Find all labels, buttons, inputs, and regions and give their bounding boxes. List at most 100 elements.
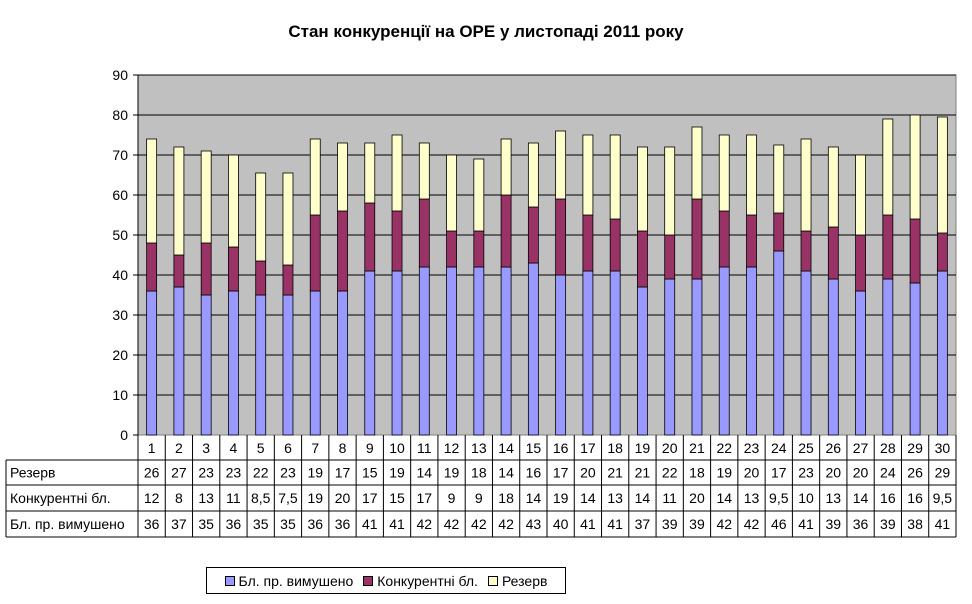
- table-cell-series-1-cat-8: 20: [335, 490, 351, 506]
- category-label-12: 12: [444, 440, 460, 456]
- table-cell-series-2-cat-11: 14: [417, 465, 433, 481]
- table-cell-series-0-cat-22: 42: [716, 516, 732, 532]
- y-tick-label-2: 20: [112, 347, 128, 363]
- table-cell-series-1-cat-12: 9: [448, 490, 456, 506]
- table-cell-series-1-cat-14: 18: [498, 490, 514, 506]
- bar-series-0-cat-29: [909, 282, 921, 436]
- table-cell-series-0-cat-10: 41: [389, 516, 405, 532]
- bar-series-2-cat-23: [746, 134, 757, 216]
- table-cell-series-0-cat-16: 40: [553, 516, 569, 532]
- category-label-4: 4: [230, 440, 238, 456]
- category-label-11: 11: [417, 440, 432, 456]
- category-label-21: 21: [689, 440, 705, 456]
- table-cell-series-0-cat-7: 36: [307, 516, 323, 532]
- bar-series-2-cat-30: [936, 116, 948, 234]
- table-cell-series-0-cat-8: 36: [335, 516, 351, 532]
- bar-series-2-cat-21: [691, 126, 703, 200]
- bar-series-2-cat-26: [827, 146, 839, 228]
- bar-series-2-cat-14: [500, 138, 512, 196]
- table-cell-series-1-cat-4: 11: [226, 490, 241, 506]
- table-cell-series-1-cat-17: 14: [580, 490, 596, 506]
- y-tick-label-5: 50: [112, 227, 128, 243]
- bar-series-0-cat-5: [255, 294, 267, 436]
- table-cell-series-2-cat-19: 21: [635, 465, 651, 481]
- table-cell-series-0-cat-14: 42: [498, 516, 514, 532]
- table-cell-series-1-cat-6: 7,5: [278, 490, 298, 506]
- bar-series-1-cat-15: [527, 206, 539, 264]
- y-tick-label-4: 40: [112, 267, 128, 283]
- bar-series-0-cat-25: [800, 270, 812, 436]
- bar-series-1-cat-10: [391, 210, 403, 272]
- table-cell-series-2-cat-16: 17: [553, 465, 569, 481]
- category-label-24: 24: [771, 440, 787, 456]
- table-cell-series-2-cat-6: 23: [280, 465, 296, 481]
- table-cell-series-2-cat-22: 19: [716, 465, 732, 481]
- bar-series-1-cat-24: [773, 212, 785, 252]
- bar-series-2-cat-10: [391, 134, 403, 212]
- bar-series-0-cat-10: [391, 270, 403, 436]
- table-cell-series-1-cat-16: 19: [553, 490, 569, 506]
- y-tick-label-8: 80: [112, 107, 128, 123]
- bar-series-1-cat-12: [446, 230, 457, 268]
- bar-series-1-cat-13: [473, 230, 485, 268]
- bar-series-1-cat-2: [173, 254, 185, 288]
- table-cell-series-0-cat-19: 37: [635, 516, 651, 532]
- table-cell-series-0-cat-27: 36: [853, 516, 869, 532]
- table-cell-series-1-cat-18: 13: [607, 490, 623, 506]
- bar-series-2-cat-16: [555, 130, 567, 200]
- bar-series-0-cat-16: [555, 274, 567, 436]
- y-tick-label-7: 70: [112, 147, 128, 163]
- category-label-8: 8: [339, 440, 347, 456]
- table-cell-series-2-cat-14: 14: [498, 465, 514, 481]
- bar-series-0-cat-9: [364, 270, 376, 436]
- bar-series-1-cat-28: [882, 214, 894, 280]
- bar-series-0-cat-28: [882, 278, 894, 436]
- table-cell-series-2-cat-9: 15: [362, 465, 378, 481]
- bar-series-1-cat-6: [282, 264, 294, 296]
- table-cell-series-1-cat-25: 10: [798, 490, 814, 506]
- table-cell-series-1-cat-9: 17: [362, 490, 378, 506]
- table-cell-series-2-cat-20: 22: [662, 465, 678, 481]
- table-cell-series-2-cat-23: 20: [744, 465, 760, 481]
- category-label-5: 5: [257, 440, 265, 456]
- bar-series-1-cat-9: [364, 202, 376, 272]
- category-label-18: 18: [607, 440, 623, 456]
- table-cell-series-0-cat-9: 41: [362, 516, 378, 532]
- table-cell-series-0-cat-25: 41: [798, 516, 814, 532]
- legend-label-series-1: Конкурентні бл.: [377, 572, 478, 589]
- category-label-28: 28: [880, 440, 896, 456]
- bar-series-1-cat-4: [228, 246, 239, 292]
- table-cell-series-2-cat-17: 20: [580, 465, 596, 481]
- table-cell-series-1-cat-24: 9,5: [769, 490, 789, 506]
- bar-series-2-cat-7: [309, 138, 321, 216]
- table-cell-series-0-cat-29: 38: [907, 516, 923, 532]
- y-tick-label-9: 90: [112, 67, 128, 83]
- table-cell-series-1-cat-19: 14: [635, 490, 651, 506]
- bar-series-2-cat-8: [337, 142, 348, 212]
- y-tick-label-6: 60: [112, 187, 128, 203]
- table-cell-series-1-cat-5: 8,5: [251, 490, 271, 506]
- table-cell-series-1-cat-10: 15: [389, 490, 405, 506]
- legend-item-series-0: Бл. пр. вимушено: [224, 572, 354, 589]
- bar-series-2-cat-9: [364, 142, 376, 204]
- y-tick-label-1: 10: [112, 387, 128, 403]
- y-tick-label-0: 0: [120, 427, 128, 443]
- bar-series-1-cat-14: [500, 194, 512, 268]
- table-cell-series-0-cat-18: 41: [607, 516, 623, 532]
- legend-swatch-series-2: [487, 575, 498, 586]
- bar-series-2-cat-4: [228, 154, 239, 248]
- bar-series-1-cat-8: [337, 210, 348, 292]
- bar-series-0-cat-8: [337, 290, 348, 436]
- bar-series-2-cat-13: [473, 158, 485, 232]
- y-tick-label-3: 30: [112, 307, 128, 323]
- category-label-1: 1: [148, 440, 156, 456]
- bar-series-1-cat-3: [200, 242, 212, 296]
- table-cell-series-0-cat-23: 42: [744, 516, 760, 532]
- legend-label-series-0: Бл. пр. вимушено: [238, 572, 354, 589]
- table-cell-series-2-cat-29: 26: [907, 465, 923, 481]
- table-cell-series-0-cat-21: 39: [689, 516, 705, 532]
- bar-series-2-cat-5: [255, 172, 267, 262]
- bar-series-2-cat-28: [882, 118, 894, 216]
- table-cell-series-0-cat-17: 41: [580, 516, 596, 532]
